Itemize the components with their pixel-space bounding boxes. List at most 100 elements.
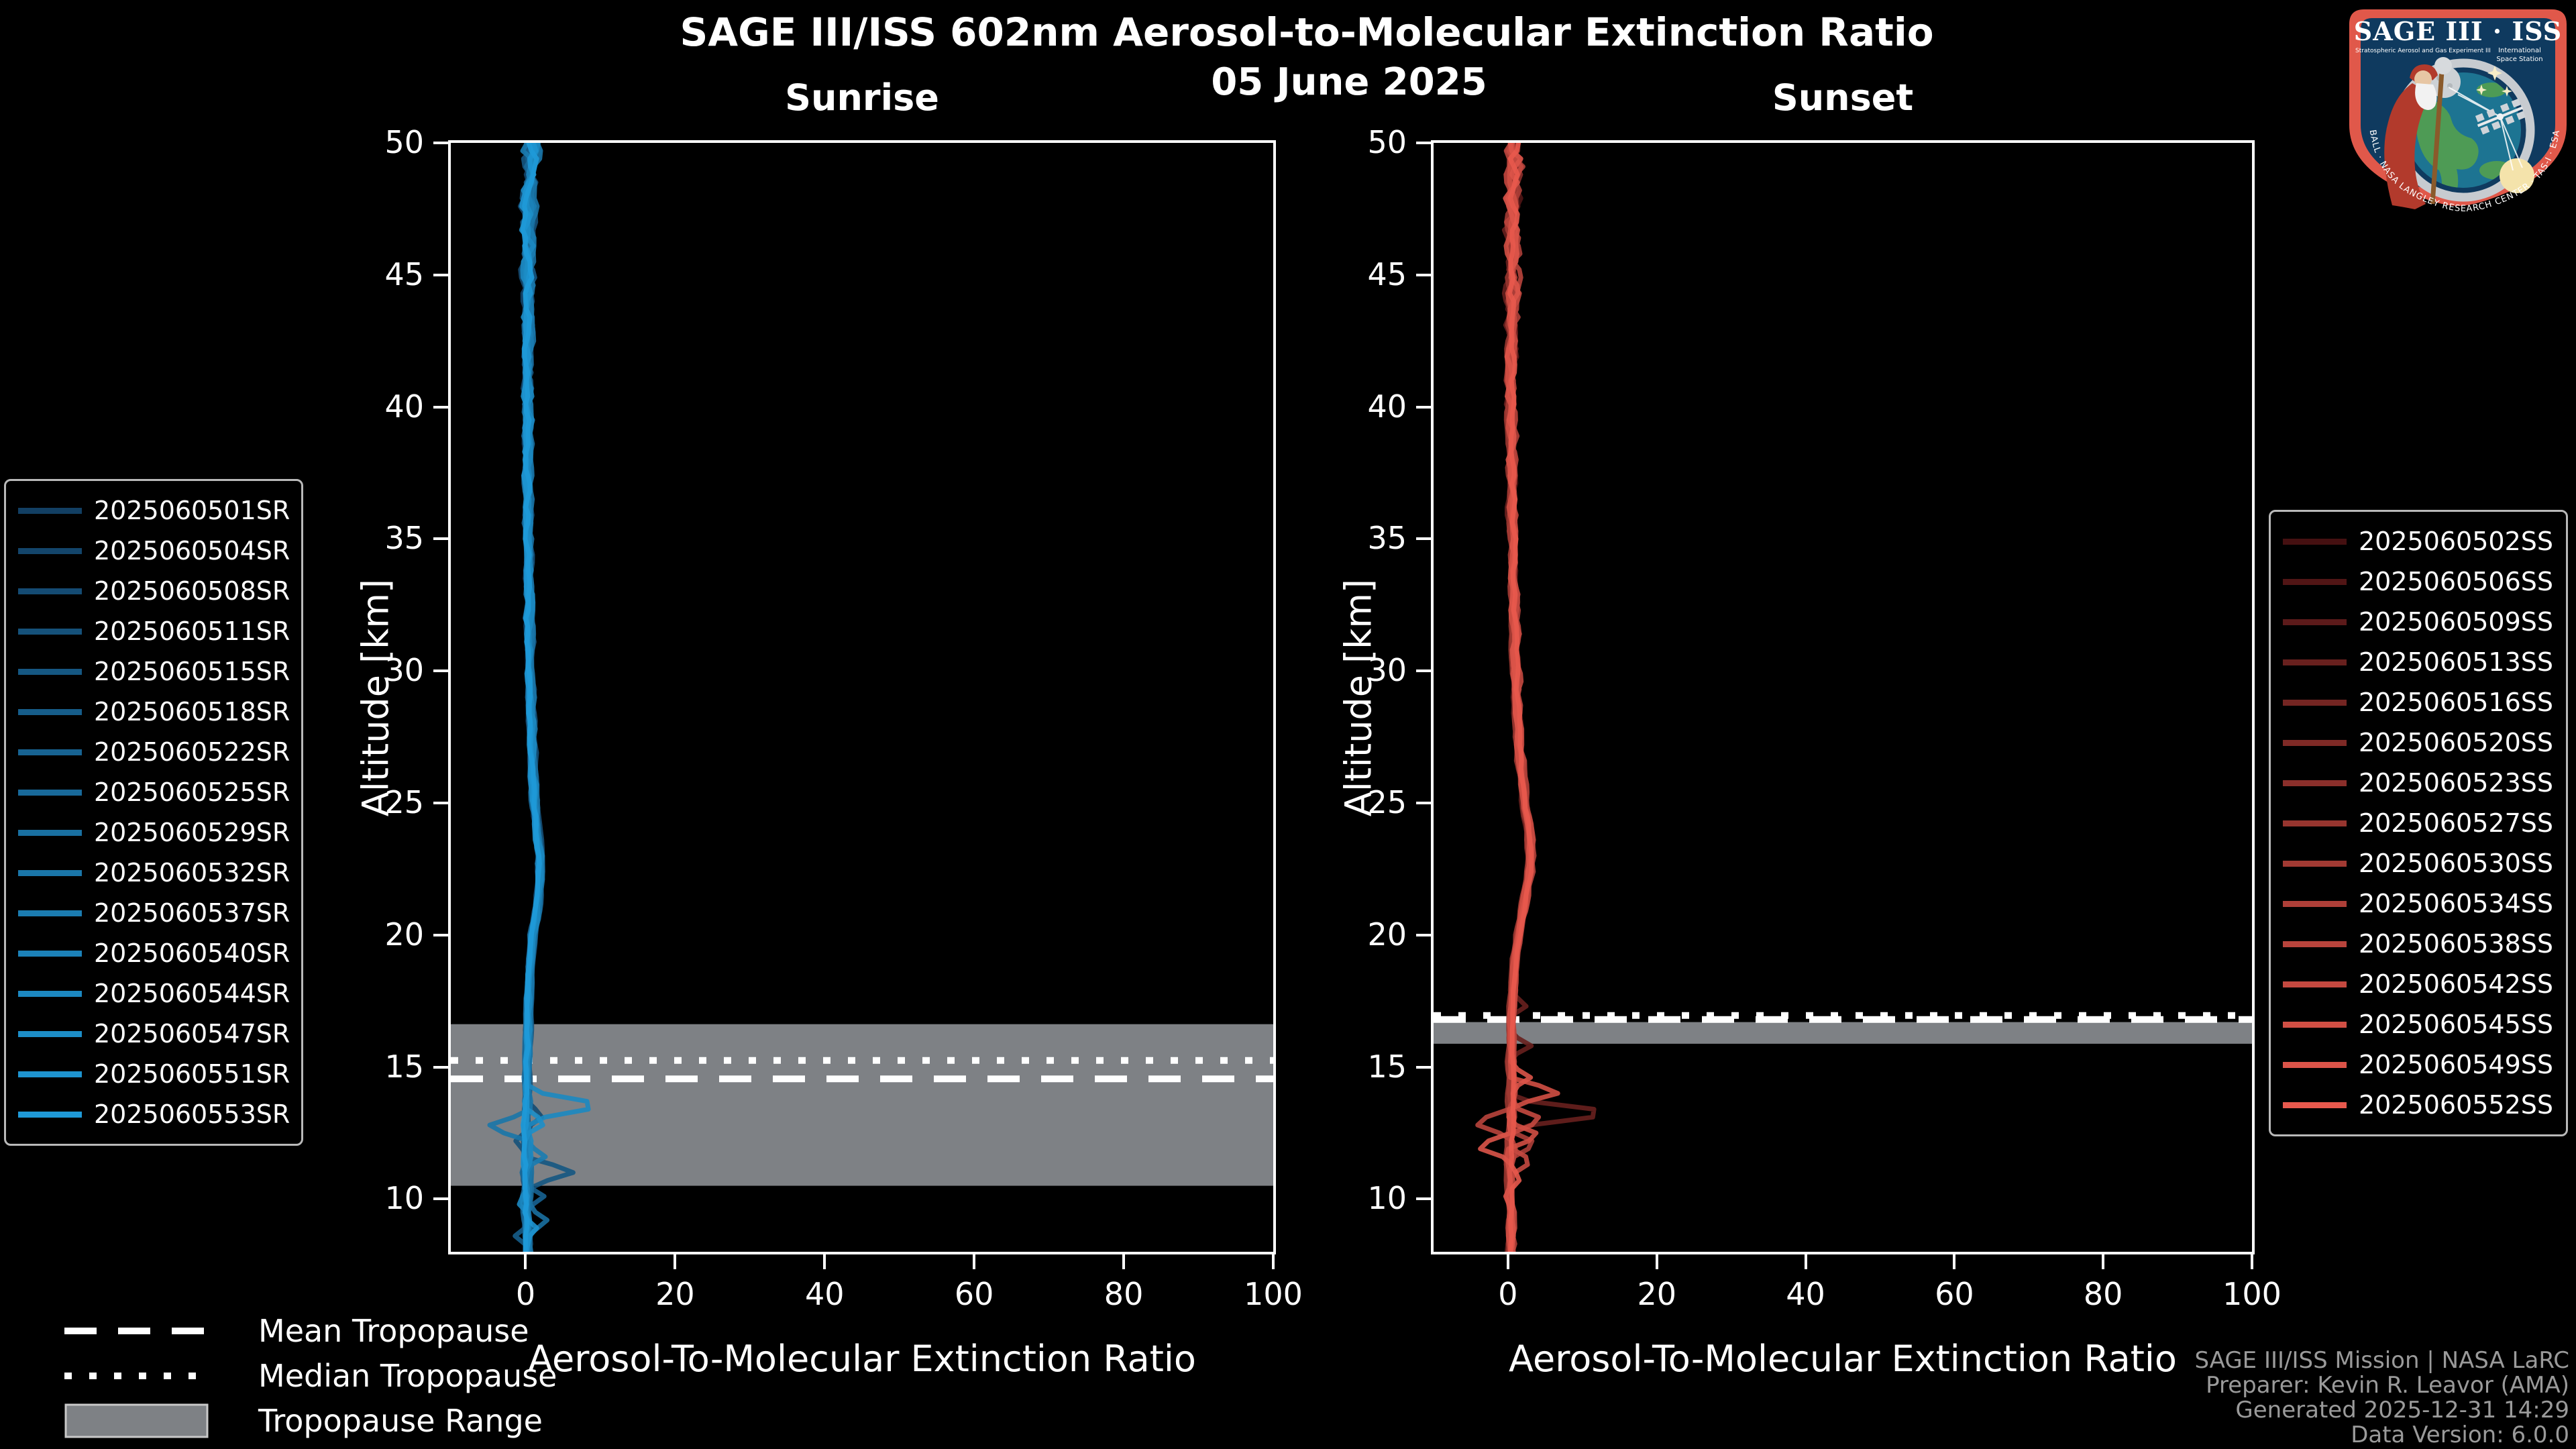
legend-line-swatch-icon xyxy=(2283,538,2347,545)
legend-event-label: 2025060540SR xyxy=(94,938,290,968)
page-title: SAGE III/ISS 602nm Aerosol-to-Molecular … xyxy=(680,9,1934,55)
footer-preparer-line: Preparer: Kevin R. Leavor (AMA) xyxy=(2206,1372,2569,1399)
x-tick-label: 80 xyxy=(1104,1276,1144,1312)
legend-item: 2025060545SS xyxy=(2283,1004,2554,1044)
y-tick-mark xyxy=(1416,273,1431,276)
legend-item: 2025060542SS xyxy=(2283,964,2554,1004)
x-tick-label: 0 xyxy=(1498,1276,1518,1312)
median-tropopause-legend-item: Median Tropopause xyxy=(64,1353,557,1398)
x-tick-mark xyxy=(1506,1254,1509,1269)
y-tick-mark xyxy=(1416,669,1431,673)
x-tick-label: 80 xyxy=(2083,1276,2123,1312)
y-tick-label: 40 xyxy=(1367,388,1407,425)
legend-line-swatch-icon xyxy=(18,990,82,997)
legend-item: 2025060508SR xyxy=(18,571,290,611)
y-tick-label: 45 xyxy=(1367,256,1407,292)
legend-event-label: 2025060511SR xyxy=(94,616,290,646)
legend-line-swatch-icon xyxy=(18,789,82,796)
figure-date: 05 June 2025 xyxy=(1211,60,1487,104)
legend-line-swatch-icon xyxy=(2283,820,2347,826)
x-tick-label: 60 xyxy=(1935,1276,1974,1312)
tropopause-range-legend-item: Tropopause Range xyxy=(64,1398,557,1443)
sunset-x-axis-label: Aerosol-To-Molecular Extinction Ratio xyxy=(1509,1338,2177,1380)
median-tropopause-label: Median Tropopause xyxy=(258,1357,557,1394)
footer-mission-line: SAGE III/ISS Mission | NASA LaRC xyxy=(2194,1347,2569,1374)
legend-event-label: 2025060551SR xyxy=(94,1059,290,1089)
legend-item: 2025060513SS xyxy=(2283,642,2554,682)
legend-event-label: 2025060502SS xyxy=(2359,527,2554,556)
y-tick-mark xyxy=(1416,1197,1431,1201)
legend-item: 2025060551SR xyxy=(18,1054,290,1094)
legend-item: 2025060504SR xyxy=(18,531,290,571)
profile-line-2025060552SS xyxy=(1507,143,1534,1252)
y-tick-label: 30 xyxy=(1367,652,1407,689)
y-tick-mark xyxy=(433,933,448,936)
sunrise-y-axis-label: Altitude [km] xyxy=(354,578,397,816)
legend-event-label: 2025060523SS xyxy=(2359,768,2554,798)
y-tick-mark xyxy=(433,405,448,409)
legend-item: 2025060529SR xyxy=(18,812,290,853)
legend-item: 2025060530SS xyxy=(2283,843,2554,883)
x-tick-mark xyxy=(1804,1254,1807,1269)
y-tick-label: 40 xyxy=(384,388,424,425)
y-tick-label: 15 xyxy=(384,1048,424,1085)
legend-item: 2025060509SS xyxy=(2283,602,2554,642)
legend-event-label: 2025060534SS xyxy=(2359,889,2554,918)
y-tick-mark xyxy=(433,1065,448,1069)
provenance-footer: SAGE III/ISS Mission | NASA LaRC Prepare… xyxy=(2194,1348,2569,1448)
legend-item: 2025060537SR xyxy=(18,893,290,933)
legend-item: 2025060544SR xyxy=(18,973,290,1014)
x-tick-mark xyxy=(823,1254,826,1269)
mean-tropopause-label: Mean Tropopause xyxy=(258,1312,529,1349)
legend-line-swatch-icon xyxy=(2283,941,2347,947)
legend-event-label: 2025060515SR xyxy=(94,657,290,686)
y-tick-label: 45 xyxy=(384,256,424,292)
median-tropopause-dotted-line-icon xyxy=(64,1372,209,1380)
y-tick-mark xyxy=(433,1197,448,1201)
legend-line-swatch-icon xyxy=(18,869,82,876)
legend-line-swatch-icon xyxy=(2283,699,2347,706)
x-tick-label: 40 xyxy=(1786,1276,1825,1312)
x-tick-label: 20 xyxy=(655,1276,695,1312)
legend-item: 2025060549SS xyxy=(2283,1044,2554,1085)
legend-line-swatch-icon xyxy=(2283,619,2347,625)
profile-line-2025060553SR xyxy=(520,143,542,1252)
y-tick-label: 25 xyxy=(1367,784,1407,820)
legend-line-swatch-icon xyxy=(18,950,82,957)
legend-line-swatch-icon xyxy=(18,628,82,635)
x-tick-mark xyxy=(1272,1254,1275,1269)
legend-item: 2025060506SS xyxy=(2283,561,2554,602)
legend-event-label: 2025060506SS xyxy=(2359,567,2554,596)
logo-sun xyxy=(2500,158,2534,193)
legend-line-swatch-icon xyxy=(2283,1021,2347,1028)
legend-event-label: 2025060549SS xyxy=(2359,1050,2554,1079)
y-tick-label: 15 xyxy=(1367,1048,1407,1085)
x-tick-label: 100 xyxy=(2222,1276,2282,1312)
legend-event-label: 2025060525SR xyxy=(94,777,290,807)
sunset-y-axis-label: Altitude [km] xyxy=(1337,578,1380,816)
footer-generated-line: Generated 2025-12-31 14:29 xyxy=(2235,1397,2569,1424)
sunrise-legend: 2025060501SR 2025060504SR 2025060508SR 2025… xyxy=(4,479,303,1146)
legend-item: 2025060501SR xyxy=(18,490,290,531)
y-tick-mark xyxy=(433,801,448,804)
legend-event-label: 2025060552SS xyxy=(2359,1090,2554,1120)
legend-event-label: 2025060542SS xyxy=(2359,969,2554,999)
legend-event-label: 2025060538SS xyxy=(2359,929,2554,959)
tropopause-range-label: Tropopause Range xyxy=(258,1402,543,1439)
logo-subtitle-right-1: International xyxy=(2498,47,2541,54)
legend-line-swatch-icon xyxy=(2283,900,2347,907)
legend-event-label: 2025060508SR xyxy=(94,576,290,606)
legend-item: 2025060532SR xyxy=(18,853,290,893)
legend-event-label: 2025060513SS xyxy=(2359,647,2554,677)
x-tick-label: 100 xyxy=(1244,1276,1303,1312)
legend-line-swatch-icon xyxy=(18,1071,82,1077)
sunset-panel-title: Sunset xyxy=(1772,76,1914,119)
legend-item: 2025060534SS xyxy=(2283,883,2554,924)
x-tick-label: 40 xyxy=(804,1276,845,1312)
legend-item: 2025060525SR xyxy=(18,772,290,812)
x-tick-mark xyxy=(1122,1254,1126,1269)
tropopause-legend: Mean Tropopause Median Tropopause Tropop… xyxy=(64,1308,557,1443)
x-tick-label: 60 xyxy=(954,1276,994,1312)
x-tick-mark xyxy=(674,1254,677,1269)
legend-item: 2025060553SR xyxy=(18,1094,290,1134)
